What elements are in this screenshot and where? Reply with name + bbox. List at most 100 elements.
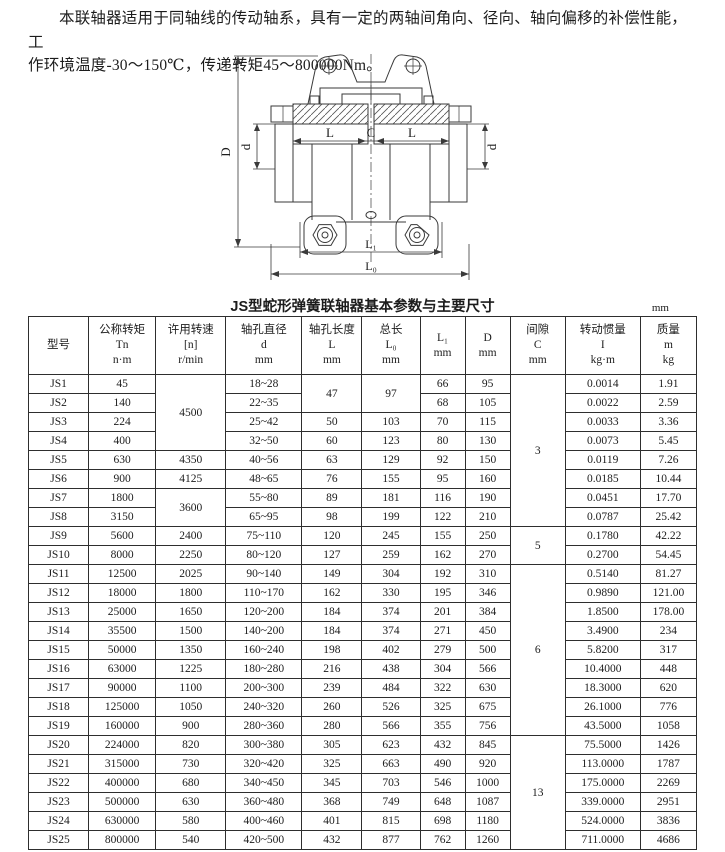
shaft-left	[274, 123, 294, 203]
cell-JS5-model: JS5	[27, 450, 90, 470]
cell-JS15-n: 1350	[155, 640, 227, 660]
cell-JS16-m: 448	[639, 659, 698, 679]
cell-JS3-L1: 70	[419, 412, 466, 432]
cell-JS18-L0: 526	[361, 697, 421, 717]
cell-JS7-L1: 116	[419, 488, 466, 508]
cell-JS12-d: 110~170	[225, 583, 303, 603]
cell-JS17-L0: 484	[361, 678, 421, 698]
cell-JS6-tn: 900	[88, 469, 157, 489]
cell-JS25-m: 4686	[639, 830, 698, 850]
cell-JS12-m: 121.00	[639, 583, 698, 603]
cell-JS13-L1: 201	[419, 602, 466, 622]
cell-JS20-L: 305	[301, 735, 363, 755]
dimension-label-D: D	[218, 147, 233, 156]
cell-JS21-L0: 663	[361, 754, 421, 774]
cell-JS9-tn: 5600	[88, 526, 157, 546]
cell-JS6-L: 76	[301, 469, 363, 489]
cell-JS12-L0: 330	[361, 583, 421, 603]
cell-JS7-L: 89	[301, 488, 363, 508]
cell-JS23-L: 368	[301, 792, 363, 812]
cell-JS8-m: 25.42	[639, 507, 698, 527]
cell-JS11-I: 0.5140	[564, 564, 641, 584]
cell-JS20-model: JS20	[27, 735, 90, 755]
cell-JS1-D: 95	[464, 374, 511, 394]
cell-JS13-tn: 25000	[88, 602, 157, 622]
cell-JS9-L0: 245	[361, 526, 421, 546]
table-row-JS23: JS23 500000 630 360~480 368 749 648 1087 339.000…	[27, 792, 698, 812]
cell-JS17-L1: 322	[419, 678, 466, 698]
cell-JS19-d: 280~360	[225, 716, 303, 736]
cell-JS17-n: 1100	[155, 678, 227, 698]
boss-right	[395, 215, 439, 255]
cell-JS25-tn: 800000	[88, 830, 157, 850]
cell-JS14-L: 184	[301, 621, 363, 641]
cell-JS12-tn: 18000	[88, 583, 157, 603]
cell-JS5-L0: 129	[361, 450, 421, 470]
cell-JS22-d: 340~450	[225, 773, 303, 793]
cell-JS20-d: 300~380	[225, 735, 303, 755]
table-row-JS9: JS9 5600 2400 75~110 120 245 155 250 5 0.1780 42.2…	[27, 526, 698, 565]
cell-JS2-L1: 68	[419, 393, 466, 413]
table-row-JS24: JS24 630000 580 400~460 401 815 698 1180 524.000…	[27, 811, 698, 831]
cell-JS9-n: 2400	[155, 526, 227, 546]
cell-JS13-model: JS13	[27, 602, 90, 622]
table-row-JS12: JS12 18000 1800 110~170 162 330 195 346 0.9890 12…	[27, 583, 698, 603]
cell-JS22-tn: 400000	[88, 773, 157, 793]
cell-JS10-d: 80~120	[225, 545, 303, 565]
cell-JS22-model: JS22	[27, 773, 90, 793]
cell-JS21-I: 113.0000	[564, 754, 641, 774]
cell-JS9-D: 250	[464, 526, 511, 546]
cell-JS21-L: 325	[301, 754, 363, 774]
cell-JS6-d: 48~65	[225, 469, 303, 489]
cell-JS8-I: 0.0787	[564, 507, 641, 527]
dimension-label-d-right: d	[484, 143, 499, 150]
table-row-JS16: JS16 63000 1225 180~280 216 438 304 566 10.4000 4…	[27, 659, 698, 679]
cell-JS25-L0: 877	[361, 830, 421, 850]
cell-JS23-L0: 749	[361, 792, 421, 812]
intro-line-2: 作环境温度-30～150℃，传递转矩45～800000Nm。	[28, 57, 383, 75]
cell-JS22-n: 680	[155, 773, 227, 793]
cell-JS2-m: 2.59	[639, 393, 698, 413]
cell-JS23-d: 360~480	[225, 792, 303, 812]
cell-JS6-n: 4125	[155, 469, 227, 489]
cell-JS9-C: 5	[509, 526, 566, 565]
cell-JS4-d: 32~50	[225, 431, 303, 451]
cell-JS1-n: 4500	[155, 374, 227, 451]
cell-JS19-I: 43.5000	[564, 716, 641, 736]
table-row-JS15: JS15 50000 1350 160~240 198 402 279 500 5.8200 31…	[27, 640, 698, 660]
cell-JS16-D: 566	[464, 659, 511, 679]
cell-JS12-L1: 195	[419, 583, 466, 603]
cell-JS20-C: 13	[509, 735, 566, 850]
cell-JS1-L1: 66	[419, 374, 466, 394]
cell-JS4-L0: 123	[361, 431, 421, 451]
cell-JS8-model: JS8	[27, 507, 90, 527]
cell-JS13-n: 1650	[155, 602, 227, 622]
cell-JS11-d: 90~140	[225, 564, 303, 584]
cell-JS11-L0: 304	[361, 564, 421, 584]
cell-JS5-tn: 630	[88, 450, 157, 470]
cell-JS24-d: 400~460	[225, 811, 303, 831]
cell-JS10-n: 2250	[155, 545, 227, 565]
cell-JS10-L1: 162	[419, 545, 466, 565]
cell-JS24-m: 3836	[639, 811, 698, 831]
cell-JS10-tn: 8000	[88, 545, 157, 565]
table-row-JS17: JS17 90000 1100 200~300 239 484 322 630 18.3000 6…	[27, 678, 698, 698]
cell-JS9-I: 0.1780	[564, 526, 641, 546]
table-row-JS20: JS20 224000 820 300~380 305 623 432 845 13 75.500…	[27, 735, 698, 850]
cell-JS11-m: 81.27	[639, 564, 698, 584]
cell-JS1-I: 0.0014	[564, 374, 641, 394]
cell-JS6-L0: 155	[361, 469, 421, 489]
cell-JS4-D: 130	[464, 431, 511, 451]
cell-JS21-L1: 490	[419, 754, 466, 774]
cell-JS19-L1: 355	[419, 716, 466, 736]
table-row-JS6: JS6 900 4125 48~65 76 155 95 160 0.0185 10.44	[27, 469, 698, 489]
cell-JS5-I: 0.0119	[564, 450, 641, 470]
table-unit-note: mm	[651, 302, 669, 314]
cell-JS4-I: 0.0073	[564, 431, 641, 451]
cell-JS15-L0: 402	[361, 640, 421, 660]
cell-JS19-model: JS19	[27, 716, 90, 736]
cell-JS18-D: 675	[464, 697, 511, 717]
cell-JS11-n: 2025	[155, 564, 227, 584]
